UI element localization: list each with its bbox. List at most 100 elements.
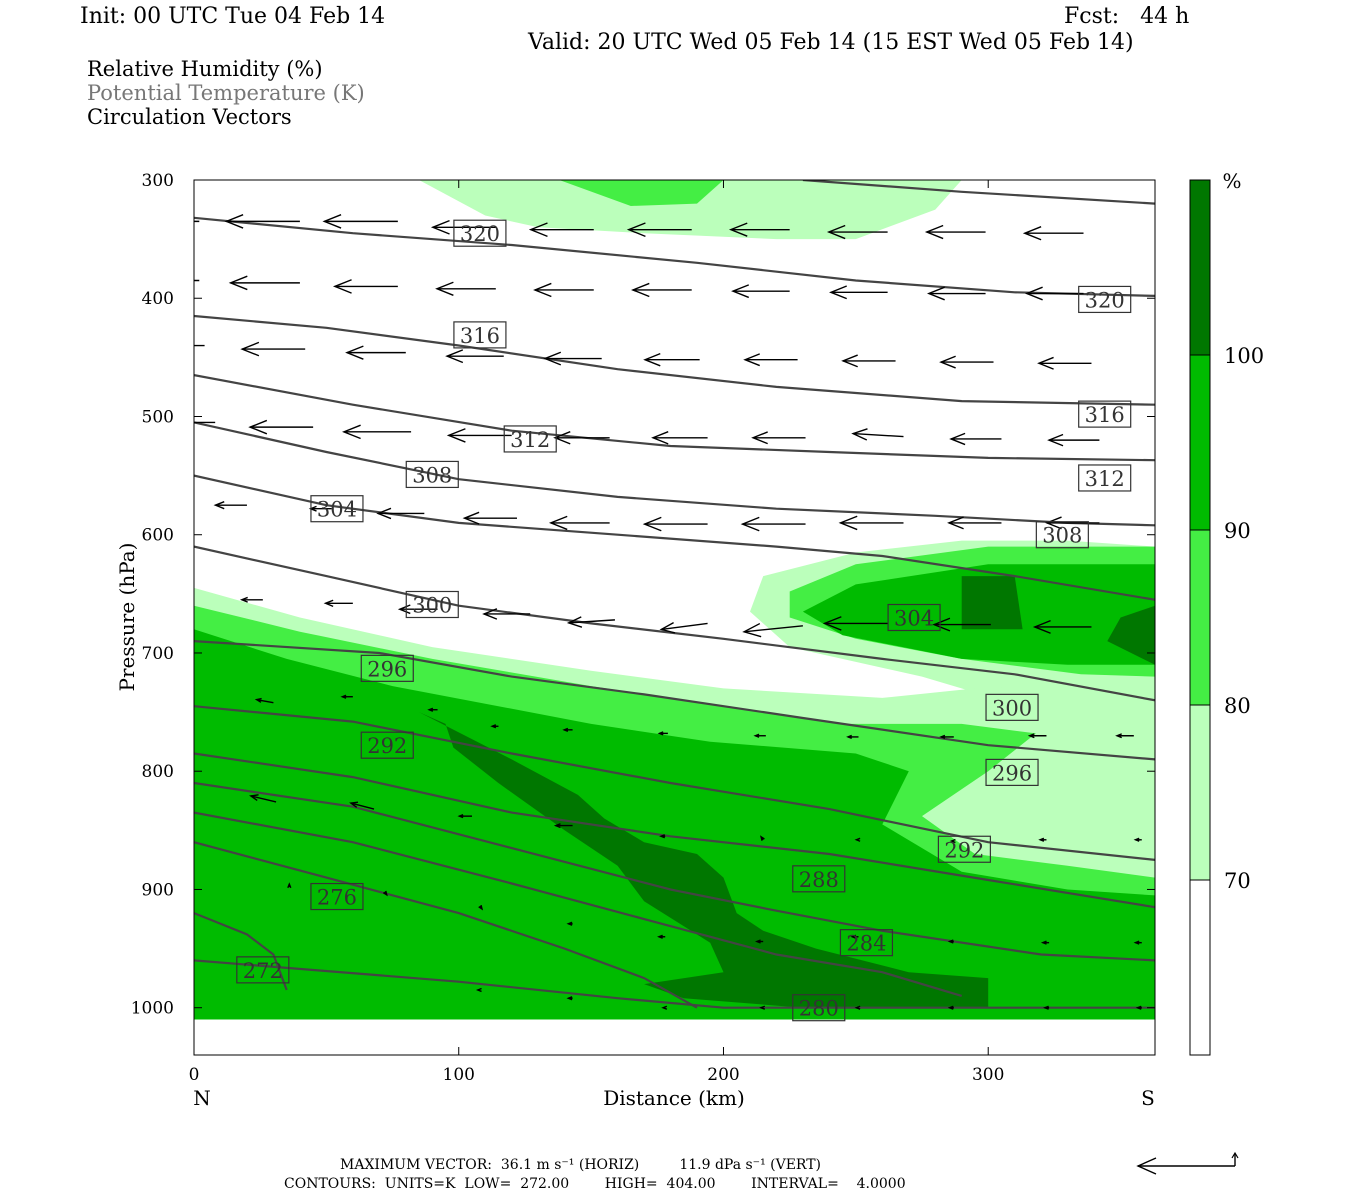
- wind-vector: [751, 431, 806, 445]
- wind-vector: [947, 1005, 954, 1010]
- contour-label-box: [310, 882, 364, 911]
- wind-vector: [1027, 733, 1047, 739]
- wind-vector-head: [566, 996, 573, 1001]
- init-time: Init: 00 UTC Tue 04 Feb 14: [80, 4, 386, 29]
- wind-vector: [445, 349, 504, 364]
- ref-vector-head: [1136, 1157, 1157, 1175]
- wind-vector: [249, 794, 277, 803]
- wind-vector-head: [345, 345, 364, 360]
- wind-vector: [1038, 837, 1047, 842]
- wind-vector-head: [939, 355, 956, 369]
- contour-label-box: [1078, 400, 1132, 428]
- contour-label-text: 308: [1042, 524, 1082, 548]
- wind-vector-head: [838, 515, 858, 531]
- wind-vector: [528, 222, 594, 237]
- wind-vector-head: [528, 222, 548, 237]
- y-tick-label: 700: [142, 644, 174, 664]
- wind-vector: [642, 516, 708, 532]
- wind-vector: [1022, 226, 1084, 241]
- wind-vector: [462, 511, 517, 525]
- wind-vector-head: [562, 727, 569, 732]
- wind-vector-head: [926, 286, 945, 301]
- wind-vector-head: [826, 224, 846, 240]
- wind-vector: [743, 353, 798, 367]
- ref-vector-vert-head: [1231, 1151, 1239, 1159]
- y-tick-label: 400: [142, 289, 174, 309]
- contour-label-text: 280: [799, 997, 839, 1021]
- wind-vector-head: [755, 939, 761, 944]
- wind-vector: [430, 219, 496, 235]
- wind-vector-shaft: [744, 625, 803, 633]
- wind-vector-head: [1037, 356, 1054, 370]
- wind-vector: [740, 516, 806, 532]
- wind-vector: [239, 596, 263, 603]
- theta-contour-layer: [194, 180, 1155, 1009]
- wind-vector: [826, 224, 888, 240]
- contour-label: 276: [310, 882, 364, 911]
- contour-label-text: 272: [243, 959, 283, 983]
- theta-contour-276: [194, 841, 698, 1009]
- wind-vector: [731, 284, 790, 299]
- contour-label-box: [792, 994, 846, 1022]
- wind-vector-head: [829, 285, 847, 300]
- contour-info: CONTOURS: UNITS=K LOW= 272.00 HIGH= 404.…: [284, 1176, 906, 1192]
- contour-label: 280: [792, 994, 846, 1022]
- wind-vector: [376, 507, 425, 520]
- wind-vector-shaft: [256, 698, 274, 704]
- contour-label: 308: [405, 460, 459, 489]
- wind-vector-head: [457, 814, 464, 819]
- wind-vector-head: [228, 275, 248, 291]
- wind-vector-head: [626, 222, 646, 237]
- valid-time: Valid: 20 UTC Wed 05 Feb 14 (15 EST Wed …: [528, 30, 1134, 55]
- contour-label-box: [453, 321, 507, 349]
- x-tick-label: 100: [443, 1065, 475, 1085]
- wind-vector: [194, 279, 200, 282]
- wind-vector-head: [731, 284, 750, 299]
- wind-vector: [742, 622, 803, 638]
- colorbar-unit: %: [1222, 169, 1241, 193]
- contour-label-text: 292: [944, 838, 984, 862]
- contour-label: 320: [453, 219, 507, 247]
- plot-frame: [193, 179, 1156, 1056]
- wind-vector-head: [947, 939, 954, 944]
- contour-label: 304: [887, 603, 941, 632]
- wind-vector: [482, 608, 531, 620]
- wind-vector-head: [850, 934, 857, 939]
- wind-vector-head: [939, 734, 946, 740]
- wind-vector: [657, 934, 666, 939]
- wind-vector: [1047, 433, 1100, 447]
- wind-vector-head: [126, 215, 143, 228]
- wind-vector-head: [1022, 226, 1042, 241]
- theta-contour-320: [194, 216, 1155, 297]
- wind-vector: [446, 428, 512, 443]
- theta-contour-284: [194, 781, 1155, 962]
- colorbar-segment: [1190, 180, 1210, 355]
- wind-vector: [126, 215, 200, 228]
- wind-vector-head: [340, 694, 347, 699]
- wind-vector: [457, 814, 472, 819]
- wind-vector: [924, 224, 986, 240]
- x-tick-label: 300: [972, 1065, 1004, 1085]
- wind-vector: [851, 428, 904, 441]
- wind-vector: [382, 890, 388, 897]
- wind-vector-head: [1133, 940, 1140, 945]
- wind-vector-head: [382, 890, 388, 897]
- rh-region-90: [194, 629, 1155, 1020]
- wind-vector: [228, 275, 300, 291]
- wind-vector: [939, 355, 994, 369]
- wind-vector-head: [553, 431, 571, 445]
- wind-vector: [194, 421, 216, 424]
- wind-vector: [248, 419, 314, 435]
- wind-vector-head: [543, 351, 562, 366]
- contour-label-text: 320: [1085, 288, 1125, 312]
- contour-label-box: [236, 956, 290, 984]
- contour-label: 316: [453, 321, 507, 349]
- rh-region-70: [419, 180, 962, 240]
- wind-vector-head: [742, 622, 762, 638]
- wind-vector-head: [1135, 1005, 1142, 1010]
- wind-vector-head: [349, 801, 359, 808]
- y-tick-label: 900: [142, 880, 174, 900]
- wind-vector-head: [213, 501, 225, 510]
- y-tick-label: 1000: [131, 999, 174, 1019]
- wind-vector: [949, 838, 956, 844]
